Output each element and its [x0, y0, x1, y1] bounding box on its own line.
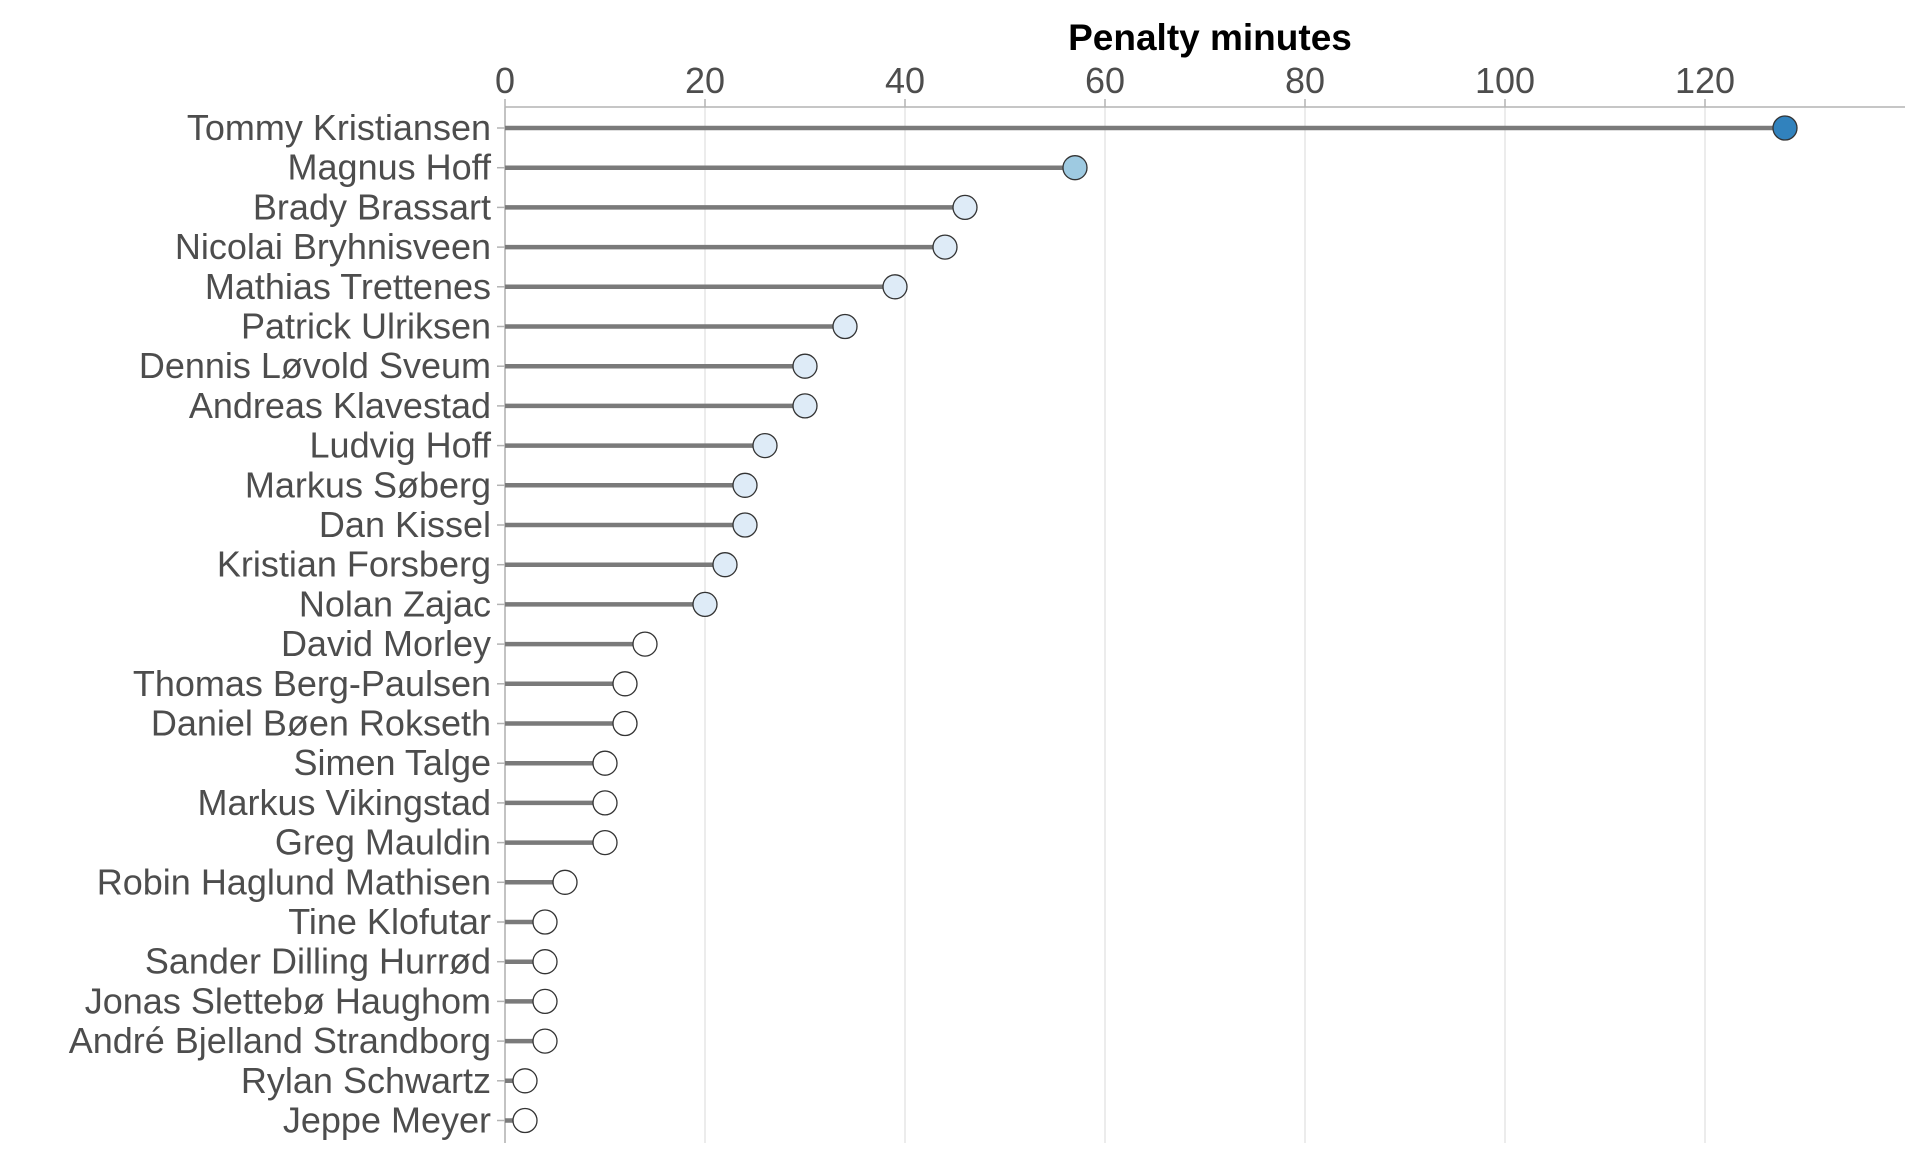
- gridlines: [504, 107, 1706, 1143]
- point-david-morley: [632, 631, 658, 657]
- category-label-tommy-kristiansen: Tommy Kristiansen: [187, 107, 491, 148]
- category-label-magnus-hoff: Magnus Hoff: [288, 147, 492, 188]
- category-label-nolan-zajac: Nolan Zajac: [299, 583, 491, 624]
- point-simen-talge: [592, 750, 618, 776]
- category-label-simen-talge: Simen Talge: [294, 742, 491, 783]
- category-label-greg-mauldin: Greg Mauldin: [275, 822, 491, 863]
- category-label-mathias-trettenes: Mathias Trettenes: [205, 266, 491, 307]
- category-label-andreas-klavestad: Andreas Klavestad: [189, 385, 491, 426]
- point-ludvig-hoff: [752, 432, 778, 459]
- point-tine-klofutar: [532, 909, 558, 935]
- x-tick-label-80: 80: [1285, 60, 1325, 101]
- point-daniel-b-en-rokseth: [612, 710, 638, 737]
- point-nolan-zajac: [692, 591, 718, 618]
- category-label-ludvig-hoff: Ludvig Hoff: [310, 425, 492, 466]
- point-jonas-sletteb-haughom: [532, 988, 558, 1015]
- point-thomas-berg-paulsen: [612, 671, 638, 697]
- points: [512, 115, 1798, 1134]
- point-nicolai-bryhnisveen: [932, 234, 958, 260]
- point-magnus-hoff: [1062, 155, 1088, 181]
- category-label-patrick-ulriksen: Patrick Ulriksen: [241, 306, 491, 347]
- point-markus-s-berg: [732, 472, 758, 498]
- stems: [505, 125, 1785, 1123]
- category-label-sander-dilling-hurr-d: Sander Dilling Hurrød: [145, 941, 491, 982]
- point-robin-haglund-mathisen: [552, 869, 578, 895]
- category-label-david-morley: David Morley: [281, 623, 491, 664]
- category-label-brady-brassart: Brady Brassart: [253, 186, 491, 227]
- point-tommy-kristiansen: [1772, 115, 1798, 141]
- category-label-andr-bjelland-strandborg: André Bjelland Strandborg: [69, 1020, 491, 1061]
- category-label-dennis-l-vold-sveum: Dennis Løvold Sveum: [139, 345, 491, 386]
- category-label-tine-klofutar: Tine Klofutar: [288, 901, 491, 942]
- point-rylan-schwartz: [512, 1068, 538, 1094]
- point-andr-bjelland-strandborg: [532, 1028, 558, 1054]
- point-jeppe-meyer: [512, 1107, 538, 1134]
- x-tick-label-20: 20: [685, 60, 725, 101]
- point-sander-dilling-hurr-d: [532, 949, 558, 975]
- x-tick-label-60: 60: [1085, 60, 1125, 101]
- x-axis: 0 20 40 60 80 100 120: [495, 60, 1905, 1143]
- category-label-markus-vikingstad: Markus Vikingstad: [198, 782, 491, 823]
- x-tick-label-120: 120: [1675, 60, 1735, 101]
- point-markus-vikingstad: [592, 790, 618, 816]
- point-kristian-forsberg: [712, 552, 738, 578]
- category-label-dan-kissel: Dan Kissel: [319, 504, 491, 545]
- category-label-kristian-forsberg: Kristian Forsberg: [217, 544, 491, 585]
- point-patrick-ulriksen: [832, 313, 858, 340]
- category-label-robin-haglund-mathisen: Robin Haglund Mathisen: [97, 861, 491, 902]
- point-dan-kissel: [732, 512, 758, 538]
- point-andreas-klavestad: [792, 393, 818, 419]
- x-tick-label-0: 0: [495, 60, 515, 101]
- category-label-jeppe-meyer: Jeppe Meyer: [283, 1100, 491, 1141]
- category-label-jonas-sletteb-haughom: Jonas Slettebø Haughom: [85, 980, 491, 1021]
- category-label-thomas-berg-paulsen: Thomas Berg-Paulsen: [133, 663, 491, 704]
- point-greg-mauldin: [592, 829, 618, 856]
- category-label-markus-s-berg: Markus Søberg: [245, 464, 491, 505]
- category-label-nicolai-bryhnisveen: Nicolai Bryhnisveen: [175, 226, 491, 267]
- category-label-rylan-schwartz: Rylan Schwartz: [241, 1060, 491, 1101]
- category-label-daniel-b-en-rokseth: Daniel Bøen Rokseth: [151, 703, 491, 744]
- point-mathias-trettenes: [882, 274, 908, 300]
- point-brady-brassart: [952, 194, 978, 221]
- point-dennis-l-vold-sveum: [792, 353, 818, 379]
- x-axis-title: Penalty minutes: [1068, 17, 1352, 58]
- x-tick-label-40: 40: [885, 60, 925, 101]
- x-tick-label-100: 100: [1475, 60, 1535, 101]
